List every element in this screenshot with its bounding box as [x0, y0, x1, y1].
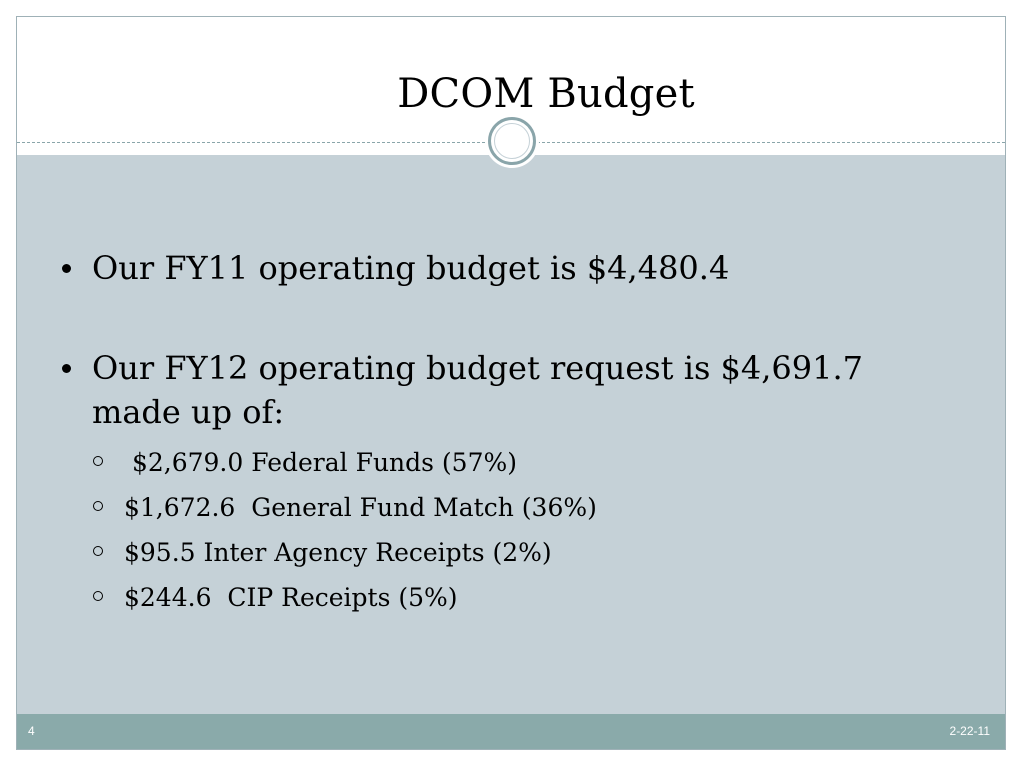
footer-bar: [17, 714, 1005, 749]
content-area: [17, 155, 1005, 714]
bullet-text: Our FY11 operating budget is $4,480.4: [92, 249, 730, 287]
hollow-circle-bullet-icon: [93, 456, 103, 466]
bullet-dot-icon: [62, 364, 71, 373]
sub-bullet-item: $1,672.6 General Fund Match (36%): [92, 485, 922, 530]
sub-bullet-list: $2,679.0 Federal Funds (57%) $1,672.6 Ge…: [92, 440, 922, 620]
sub-bullet-text: $95.5 Inter Agency Receipts (2%): [124, 538, 552, 567]
bullet-item: Our FY12 operating budget request is $4,…: [62, 346, 922, 620]
bullet-text: Our FY12 operating budget request is $4,…: [92, 349, 864, 431]
footer-date: 2-22-11: [949, 724, 990, 738]
bullet-item: Our FY11 operating budget is $4,480.4: [62, 246, 922, 290]
hollow-circle-bullet-icon: [93, 546, 103, 556]
sub-bullet-item: $244.6 CIP Receipts (5%): [92, 575, 922, 620]
hollow-circle-bullet-icon: [93, 501, 103, 511]
sub-bullet-item: $2,679.0 Federal Funds (57%): [92, 440, 922, 485]
sub-bullet-text: $2,679.0 Federal Funds (57%): [124, 448, 517, 477]
bullet-list: Our FY11 operating budget is $4,480.4 Ou…: [62, 246, 922, 620]
hollow-circle-bullet-icon: [93, 591, 103, 601]
sub-bullet-item: $95.5 Inter Agency Receipts (2%): [92, 530, 922, 575]
bullet-dot-icon: [62, 264, 71, 273]
sub-bullet-text: $244.6 CIP Receipts (5%): [124, 583, 458, 612]
sub-bullet-text: $1,672.6 General Fund Match (36%): [124, 493, 597, 522]
slide-title: DCOM Budget: [397, 71, 695, 117]
slide-number: 4: [28, 724, 35, 738]
ornament-ring-inner: [494, 123, 530, 159]
